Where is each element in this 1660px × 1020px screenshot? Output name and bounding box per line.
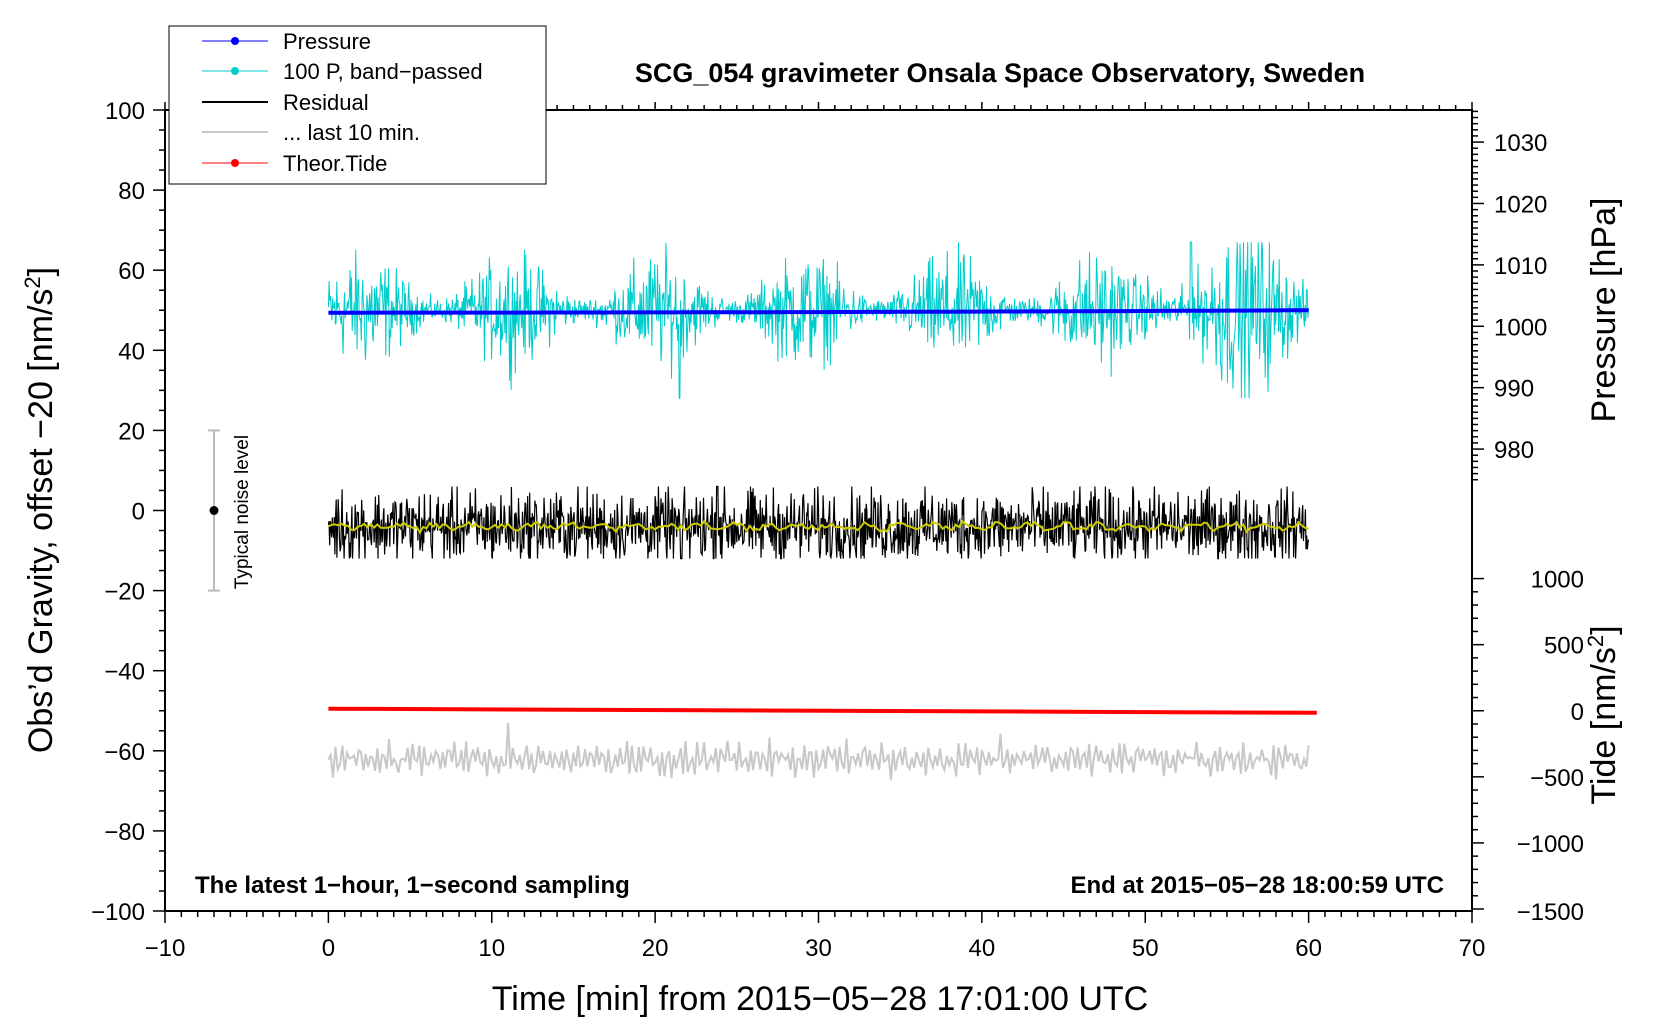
x-tick-label: 70 xyxy=(1459,935,1486,962)
tide-axis-title-main: Tide [nm/s xyxy=(1585,647,1623,804)
chart-title: SCG_054 gravimeter Onsala Space Observat… xyxy=(635,58,1365,88)
y-tick-label: 0 xyxy=(132,499,145,526)
y-tick-label: −80 xyxy=(104,819,145,846)
y-tick-label: 40 xyxy=(118,338,145,365)
legend-label-last10: ... last 10 min. xyxy=(283,120,420,145)
tide-tick-label: −1500 xyxy=(1517,899,1584,926)
y-tick-label: 100 xyxy=(105,98,145,125)
y-tick-label: −100 xyxy=(91,899,145,926)
series-bandpassed-line xyxy=(327,241,1310,399)
x-tick-label: 50 xyxy=(1132,935,1159,962)
x-tick-label: 0 xyxy=(322,935,335,962)
y-axis-title: Obs’d Gravity, offset −20 [nm/s2] xyxy=(20,267,60,753)
legend-marker-pressure xyxy=(231,37,239,45)
pressure-tick-label: 990 xyxy=(1494,376,1534,403)
legend-marker-tide xyxy=(231,159,239,167)
x-tick-label: 20 xyxy=(642,935,669,962)
x-tick-label: 10 xyxy=(478,935,505,962)
tide-axis-title: Tide [nm/s2] xyxy=(1583,625,1623,804)
pressure-tick-label: 1030 xyxy=(1494,130,1547,157)
legend-label-pressure: Pressure xyxy=(283,29,371,54)
y-tick-label: −20 xyxy=(104,579,145,606)
series-tide-line xyxy=(328,706,1317,715)
tide-tick-label: −500 xyxy=(1530,765,1584,792)
y-tick-label: 60 xyxy=(118,258,145,285)
legend: Pressure 100 P, band−passed Residual ...… xyxy=(168,25,547,185)
legend-label-bandpassed: 100 P, band−passed xyxy=(283,59,483,84)
legend-label-tide: Theor.Tide xyxy=(283,151,387,176)
y-tick-label: 80 xyxy=(118,178,145,205)
legend-box xyxy=(168,25,547,185)
noise-bar-center-point xyxy=(209,506,219,515)
tick-labels: −10 0 10 20 30 40 50 60 70100806040200−20−40−60−… xyxy=(91,98,1584,962)
tide-tick-label: −1000 xyxy=(1517,831,1584,858)
tide-axis-title-close: ] xyxy=(1585,625,1623,634)
y-tick-label: −40 xyxy=(104,659,145,686)
pressure-tick-label: 1000 xyxy=(1494,314,1547,341)
series-layer xyxy=(208,241,1317,781)
tide-tick-label: 0 xyxy=(1571,699,1584,726)
pressure-tick-label: 1010 xyxy=(1494,253,1547,280)
x-tick-label: 60 xyxy=(1295,935,1322,962)
tide-tick-label: 500 xyxy=(1544,633,1584,660)
legend-label-residual: Residual xyxy=(283,90,369,115)
y-tick-label: 20 xyxy=(118,418,145,445)
pressure-tick-label: 1020 xyxy=(1494,191,1547,218)
pressure-tick-label: 980 xyxy=(1494,437,1534,464)
footer-right-note: End at 2015−05−28 18:00:59 UTC xyxy=(1070,872,1444,899)
y-axis-title-main: Obs’d Gravity, offset −20 [nm/s xyxy=(22,289,60,754)
x-tick-label: 40 xyxy=(969,935,996,962)
tide-tick-label: 1000 xyxy=(1531,567,1584,594)
x-axis-title: Time [min] from 2015−05−28 17:01:00 UTC xyxy=(492,980,1148,1018)
tide-axis-title-sup: 2 xyxy=(1583,635,1608,647)
y-axis-title-sup: 2 xyxy=(20,276,45,288)
footer-left-note: The latest 1−hour, 1−second sampling xyxy=(195,872,630,899)
series-last10-line xyxy=(327,722,1310,781)
legend-marker-bandpassed xyxy=(231,67,239,75)
x-tick-label: 30 xyxy=(805,935,832,962)
y-tick-label: −60 xyxy=(104,739,145,766)
noise-level-label: Typical noise level xyxy=(232,435,253,589)
series-running-mean-line xyxy=(328,519,1309,535)
pressure-axis-title: Pressure [hPa] xyxy=(1585,198,1623,423)
x-tick-label: −10 xyxy=(145,935,186,962)
series-pressure-line xyxy=(328,308,1309,315)
series-residual-line xyxy=(327,485,1310,560)
y-axis-title-close: ] xyxy=(22,267,60,276)
